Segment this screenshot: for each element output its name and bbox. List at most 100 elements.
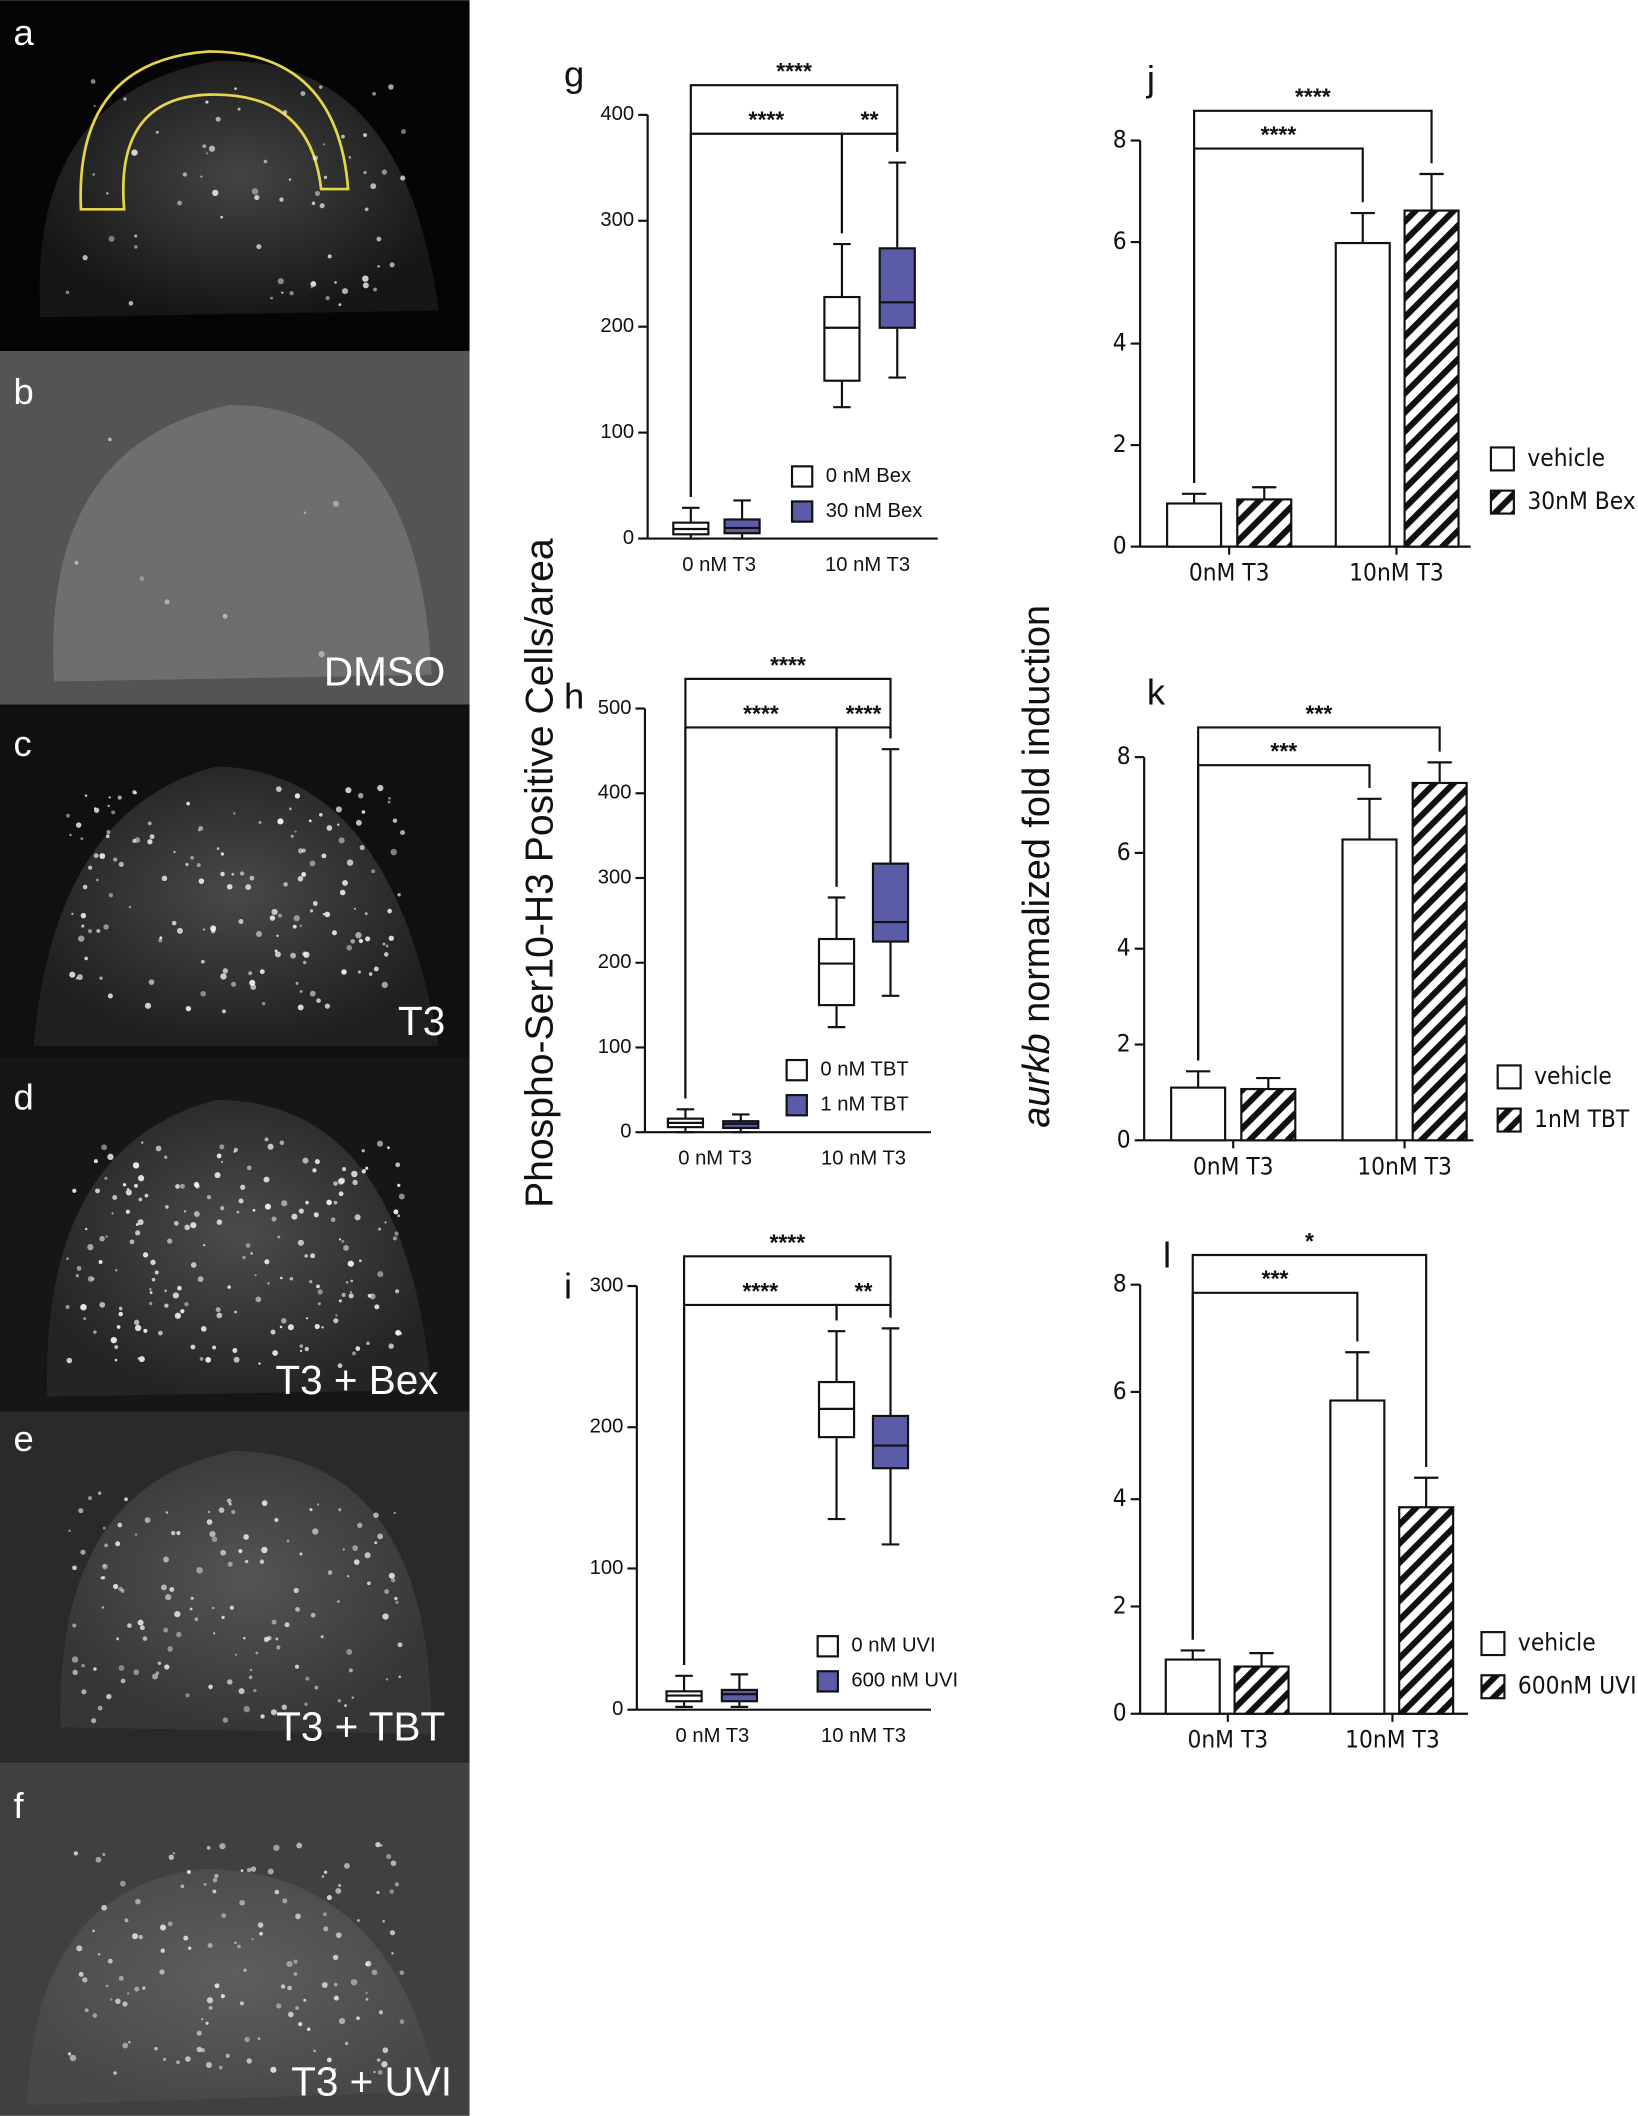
cell-spot [115, 1998, 121, 2004]
legend-swatch [1480, 1631, 1506, 1657]
cell-spot [332, 1954, 339, 1961]
cell-spot [99, 1301, 106, 1308]
cell-spot [358, 1259, 362, 1263]
cell-spot [227, 1561, 233, 1567]
cell-spot [176, 1631, 182, 1638]
cell-spot [274, 1889, 280, 1895]
cell-spot [310, 1612, 316, 1618]
legend-label: 1nM TBT [1534, 1104, 1630, 1133]
cell-spot [135, 1898, 141, 1905]
cell-spot [116, 1637, 120, 1641]
cell-spot [113, 1583, 119, 1590]
cell-spot [377, 784, 384, 792]
cell-spot [165, 1594, 172, 1601]
cell-spot [180, 1309, 185, 1314]
cell-spot [374, 1304, 380, 1310]
cell-spot [337, 1600, 340, 1603]
cell-spot [206, 1845, 211, 1850]
cell-spot [196, 1567, 203, 1574]
cell-spot [350, 1279, 354, 1283]
cell-spot [143, 1328, 148, 1333]
cell-spot [69, 971, 76, 978]
cell-spot [227, 1285, 231, 1289]
cell-spot [101, 1144, 108, 1151]
cell-spot [109, 1998, 113, 2001]
cell-spot [273, 1844, 280, 1851]
cell-spot [384, 1589, 389, 1594]
cell-spot [251, 188, 259, 195]
region-outline [79, 50, 350, 211]
cell-spot [125, 1209, 130, 1214]
cell-spot [260, 1714, 265, 1719]
cell-spot [78, 1971, 84, 1977]
cell-spot [234, 1941, 237, 1944]
cell-spot [81, 924, 85, 928]
cell-spot [297, 1004, 304, 1011]
cell-spot [270, 2066, 277, 2073]
cell-spot [188, 1946, 192, 1950]
cell-spot [326, 1199, 332, 1206]
cell-spot [255, 1296, 262, 1303]
cell-spot [250, 1866, 257, 1872]
cell-spot [381, 981, 388, 989]
cell-spot [305, 1317, 309, 1320]
cell-spot [246, 1867, 252, 1873]
cell-spot [393, 1236, 397, 1241]
cell-spot [337, 1699, 342, 1703]
cell-spot [347, 1260, 354, 1267]
cell-spot [80, 1549, 86, 1555]
cell-spot [335, 1314, 338, 1317]
cell-spot [218, 1507, 225, 1513]
cell-spot [357, 1522, 363, 1528]
cell-spot [167, 1646, 173, 1652]
cell-spot [210, 925, 217, 932]
cell-spot [338, 837, 345, 844]
cell-spot [237, 1944, 241, 1949]
cell-spot [183, 1210, 187, 1213]
cell-spot [106, 192, 109, 195]
cell-spot [343, 1244, 349, 1251]
cell-spot [106, 1693, 112, 1700]
cell-spot [208, 2006, 213, 2010]
cell-spot [234, 87, 237, 90]
cell-spot [179, 1183, 185, 1189]
box [720, 1688, 759, 1703]
x-tick-label: 10 nM T3 [821, 1725, 906, 1747]
cell-spot [388, 1572, 395, 1579]
cell-spot [144, 1002, 152, 1009]
cell-spot [288, 2011, 294, 2018]
cell-spot [342, 1548, 345, 1551]
cell-spot [185, 1005, 192, 1012]
tissue [26, 1868, 439, 2106]
cell-spot [222, 968, 228, 974]
cell-spot [172, 1851, 176, 1855]
cell-spot [216, 1312, 223, 1319]
cell-spot [282, 110, 288, 115]
cell-spot [337, 823, 340, 826]
cell-spot [279, 197, 284, 202]
cell-spot [164, 599, 170, 605]
cell-spot [366, 1341, 370, 1346]
cell-spot [388, 935, 394, 941]
cell-spot [250, 1252, 253, 1255]
cell-spot [296, 1842, 303, 1849]
cell-spot [186, 801, 190, 806]
cell-spot [377, 264, 380, 268]
cell-spot [243, 1534, 249, 1540]
cell-spot [101, 1606, 104, 1609]
cell-spot [185, 2056, 191, 2062]
cell-spot [75, 1274, 79, 1278]
cell-spot [370, 183, 377, 190]
cell-spot [137, 1219, 144, 1226]
cell-spot [101, 1575, 106, 1580]
y-tick-label: 0 [1117, 1124, 1131, 1153]
cell-spot [310, 281, 317, 287]
cell-spot [365, 1166, 369, 1170]
cell-spot [174, 1611, 181, 1618]
cell-spot [341, 1166, 347, 1172]
box [878, 247, 916, 329]
legend-label: 1 nM TBT [820, 1094, 908, 1116]
cell-spot [338, 1883, 342, 1887]
panel-label: c [13, 723, 31, 764]
y-tick-label: 100 [590, 1557, 624, 1579]
